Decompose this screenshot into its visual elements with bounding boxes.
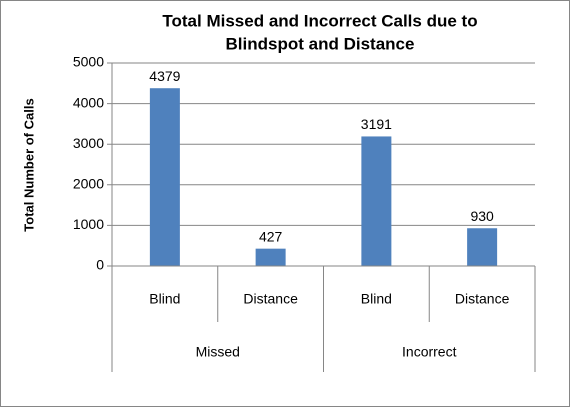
y-tick-label: 0 bbox=[96, 257, 104, 273]
chart-title: Blindspot and Distance bbox=[226, 34, 415, 53]
group-label: Incorrect bbox=[402, 344, 457, 360]
data-label: 4379 bbox=[149, 68, 180, 84]
y-tick-label: 1000 bbox=[73, 216, 104, 232]
y-tick-label: 2000 bbox=[73, 176, 104, 192]
bar bbox=[255, 248, 286, 266]
group-label: Missed bbox=[196, 344, 240, 360]
bar bbox=[361, 136, 392, 266]
data-label: 427 bbox=[259, 228, 283, 244]
bar bbox=[467, 228, 498, 266]
x-tick-label: Distance bbox=[243, 291, 298, 307]
y-axis-label: Total Number of Calls bbox=[21, 98, 36, 231]
data-label: 930 bbox=[470, 208, 494, 224]
bar bbox=[149, 88, 180, 266]
x-tick-label: Distance bbox=[455, 291, 510, 307]
y-tick-label: 5000 bbox=[73, 54, 104, 70]
y-tick-label: 3000 bbox=[73, 135, 104, 151]
chart-title: Total Missed and Incorrect Calls due to bbox=[162, 11, 477, 30]
x-tick-label: Blind bbox=[149, 291, 180, 307]
x-tick-label: Blind bbox=[361, 291, 392, 307]
data-label: 3191 bbox=[361, 116, 392, 132]
y-tick-label: 4000 bbox=[73, 94, 104, 110]
